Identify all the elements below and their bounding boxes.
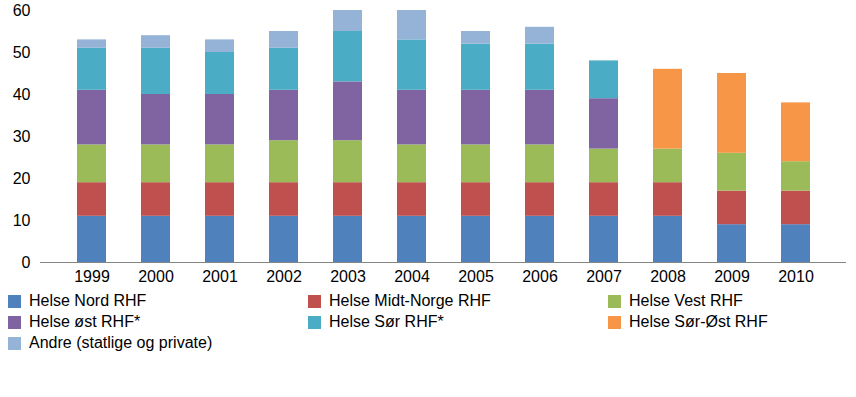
svg-text:40: 40 [13, 86, 31, 103]
svg-text:30: 30 [13, 128, 31, 145]
svg-text:2006: 2006 [522, 268, 558, 285]
svg-text:2008: 2008 [650, 268, 686, 285]
html-text:Helse øst RHF*: Helse øst RHF* [29, 313, 141, 330]
svg-text:2007: 2007 [586, 268, 622, 285]
svg-text:2000: 2000 [138, 268, 174, 285]
svg-text:50: 50 [13, 44, 31, 61]
svg-text:2003: 2003 [330, 268, 366, 285]
svg-text:2010: 2010 [778, 268, 814, 285]
svg-text:2002: 2002 [266, 268, 302, 285]
html-text:Helse Vest RHF: Helse Vest RHF [629, 292, 743, 309]
svg-text:2005: 2005 [458, 268, 494, 285]
svg-text:60: 60 [13, 2, 31, 19]
svg-text:1999: 1999 [74, 268, 110, 285]
svg-text:2004: 2004 [394, 268, 430, 285]
svg-text:0: 0 [22, 254, 31, 271]
html-text:Helse Sør-Øst RHF: Helse Sør-Øst RHF [629, 313, 768, 330]
html-text:Helse Sør RHF*: Helse Sør RHF* [329, 313, 444, 330]
html-text:Helse Midt-Norge RHF: Helse Midt-Norge RHF [329, 292, 491, 309]
html-text:Helse Nord RHF: Helse Nord RHF [29, 292, 147, 309]
svg-text:20: 20 [13, 170, 31, 187]
svg-text:10: 10 [13, 212, 31, 229]
svg-text:2001: 2001 [202, 268, 238, 285]
svg-text:2009: 2009 [714, 268, 750, 285]
html-text:Andre (statlige og private): Andre (statlige og private) [29, 334, 213, 351]
